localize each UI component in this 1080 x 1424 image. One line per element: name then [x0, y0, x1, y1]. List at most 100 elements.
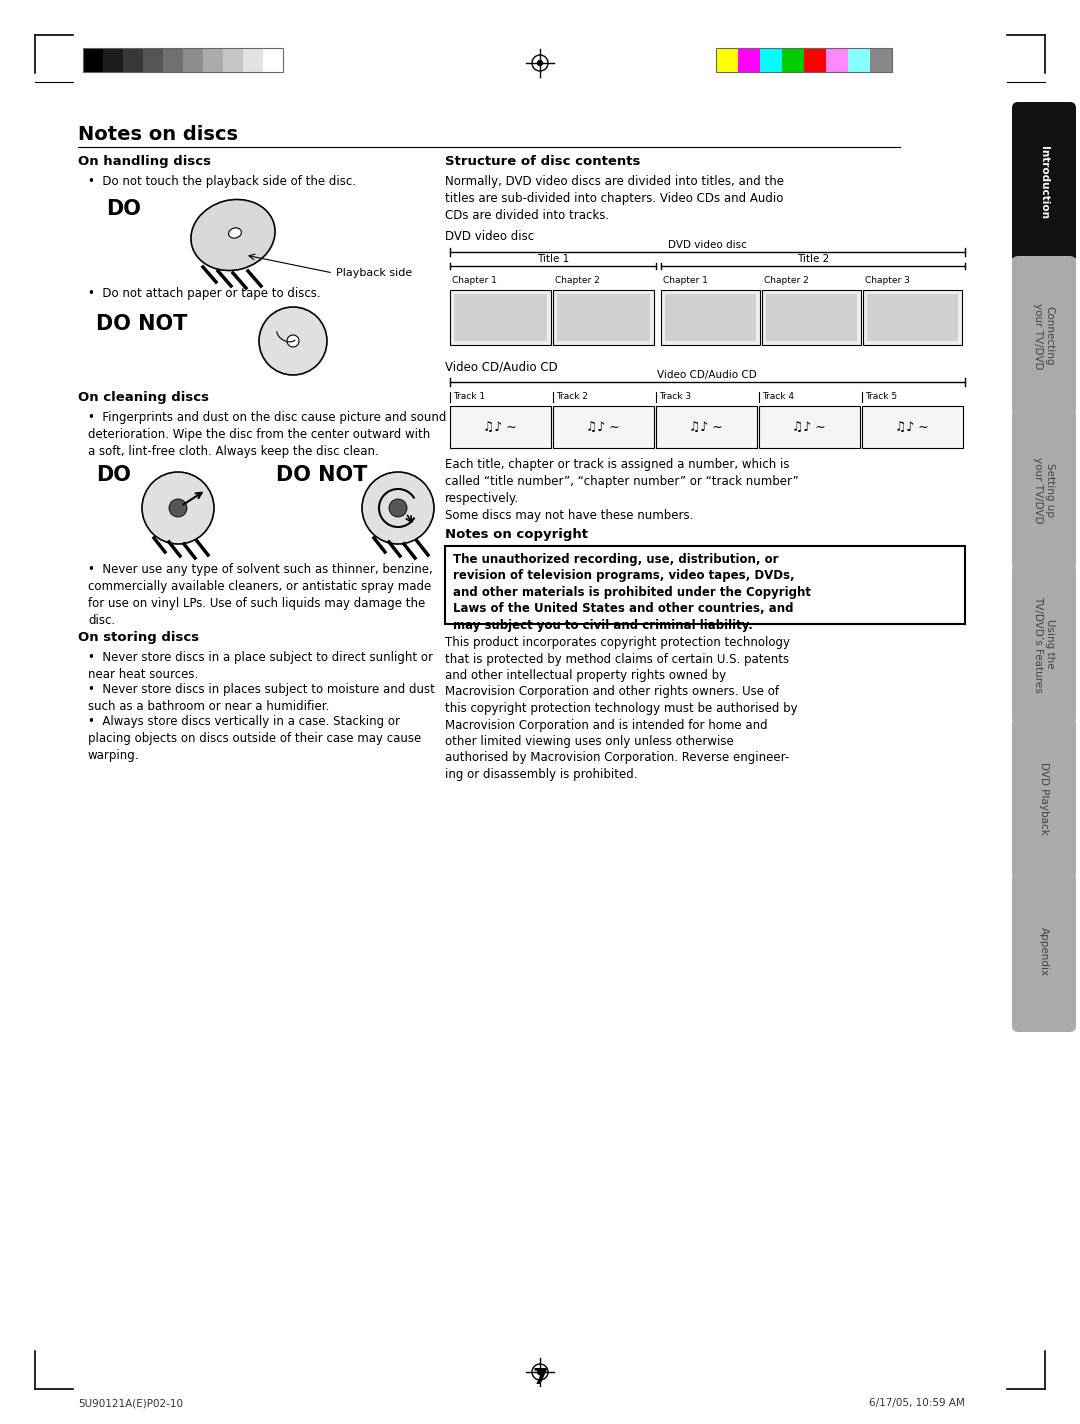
Bar	[454, 293, 546, 340]
Bar	[738, 48, 760, 73]
Text: On cleaning discs: On cleaning discs	[78, 392, 210, 404]
Circle shape	[172, 503, 184, 514]
Text: Each title, chapter or track is assigned a number, which is
called “title number: Each title, chapter or track is assigned…	[445, 459, 798, 523]
Text: •  Never store discs in places subject to moisture and dust
such as a bathroom o: • Never store discs in places subject to…	[87, 684, 435, 713]
Bar	[759, 406, 860, 449]
Text: •  Fingerprints and dust on the disc cause picture and sound
deterioration. Wipe: • Fingerprints and dust on the disc caus…	[87, 412, 446, 459]
Text: •  Never store discs in a place subject to direct sunlight or
near heat sources.: • Never store discs in a place subject t…	[87, 651, 433, 681]
Text: •  Never use any type of solvent such as thinner, benzine,
commercially availabl: • Never use any type of solvent such as …	[87, 562, 433, 627]
Text: •  Always store discs vertically in a case. Stacking or
placing objects on discs: • Always store discs vertically in a cas…	[87, 715, 421, 762]
FancyBboxPatch shape	[1012, 564, 1076, 723]
Bar	[123, 48, 143, 73]
Bar	[665, 293, 756, 340]
Text: Introduction: Introduction	[1039, 145, 1049, 218]
Bar	[804, 48, 826, 73]
FancyBboxPatch shape	[1012, 871, 1076, 1032]
Bar	[183, 48, 203, 73]
Text: 5U90121A(E)P02-10: 5U90121A(E)P02-10	[78, 1398, 183, 1408]
Circle shape	[287, 335, 299, 347]
Bar	[83, 48, 283, 73]
Text: Chapter 2: Chapter 2	[555, 276, 599, 285]
Text: On handling discs: On handling discs	[78, 155, 211, 168]
Text: Track 4: Track 4	[762, 392, 794, 402]
Bar	[766, 293, 858, 340]
Bar	[716, 48, 738, 73]
Bar	[83, 48, 103, 73]
Text: ♫♪ ∼: ♫♪ ∼	[895, 420, 929, 433]
Text: 6/17/05, 10:59 AM: 6/17/05, 10:59 AM	[869, 1398, 966, 1408]
Text: Track 3: Track 3	[659, 392, 691, 402]
Bar	[716, 48, 892, 73]
Text: ♫♪ ∼: ♫♪ ∼	[689, 420, 723, 433]
Text: ♫♪ ∼: ♫♪ ∼	[792, 420, 826, 433]
Bar	[203, 48, 222, 73]
FancyBboxPatch shape	[1012, 256, 1076, 416]
Text: Track 2: Track 2	[556, 392, 588, 402]
Bar	[760, 48, 782, 73]
Bar	[103, 48, 123, 73]
Circle shape	[168, 498, 187, 517]
Text: Notes on discs: Notes on discs	[78, 125, 238, 144]
Ellipse shape	[229, 228, 242, 238]
Text: Notes on copyright: Notes on copyright	[445, 528, 588, 541]
FancyBboxPatch shape	[1012, 718, 1076, 879]
Text: DVD Playback: DVD Playback	[1039, 762, 1049, 834]
Text: DO: DO	[96, 466, 131, 486]
Text: Setting up
your TV/DVD: Setting up your TV/DVD	[1034, 457, 1055, 523]
Text: Chapter 3: Chapter 3	[865, 276, 909, 285]
Bar	[222, 48, 243, 73]
Text: Using the
TV/DVD’s Features: Using the TV/DVD’s Features	[1034, 595, 1055, 692]
Bar	[661, 290, 760, 345]
Circle shape	[362, 471, 434, 544]
Circle shape	[538, 1370, 542, 1374]
Bar	[862, 406, 963, 449]
Text: DO NOT: DO NOT	[96, 315, 187, 335]
Bar	[867, 293, 958, 340]
Bar	[450, 406, 551, 449]
Bar	[553, 406, 654, 449]
Text: Title 2: Title 2	[797, 253, 829, 263]
Text: Video CD/Audio CD: Video CD/Audio CD	[445, 360, 557, 373]
Text: •  Do not attach paper or tape to discs.: • Do not attach paper or tape to discs.	[87, 288, 321, 300]
Bar	[243, 48, 264, 73]
Bar	[445, 545, 966, 624]
Text: Connecting
your TV/DVD: Connecting your TV/DVD	[1034, 303, 1055, 369]
Text: Chapter 2: Chapter 2	[764, 276, 809, 285]
Bar	[863, 290, 962, 345]
Ellipse shape	[191, 199, 275, 271]
Bar	[656, 406, 757, 449]
Bar	[557, 293, 650, 340]
Circle shape	[389, 498, 407, 517]
Text: Appendix: Appendix	[1039, 927, 1049, 977]
Bar	[762, 290, 861, 345]
Bar	[143, 48, 163, 73]
Text: 7: 7	[532, 1368, 548, 1388]
Bar	[870, 48, 892, 73]
Text: Track 5: Track 5	[865, 392, 897, 402]
Circle shape	[259, 308, 327, 375]
Bar	[848, 48, 870, 73]
Text: Structure of disc contents: Structure of disc contents	[445, 155, 640, 168]
Text: Chapter 1: Chapter 1	[453, 276, 497, 285]
Text: DVD video disc: DVD video disc	[667, 241, 746, 251]
Text: ♫♪ ∼: ♫♪ ∼	[586, 420, 620, 433]
Bar	[782, 48, 804, 73]
Text: •  Do not touch the playback side of the disc.: • Do not touch the playback side of the …	[87, 175, 356, 188]
Text: Normally, DVD video discs are divided into titles, and the
titles are sub-divide: Normally, DVD video discs are divided in…	[445, 175, 784, 222]
Bar	[450, 290, 551, 345]
FancyBboxPatch shape	[1012, 103, 1076, 262]
Text: Title 1: Title 1	[537, 253, 569, 263]
Text: Playback side: Playback side	[336, 268, 413, 278]
Text: DO NOT: DO NOT	[276, 466, 367, 486]
Text: This product incorporates copyright protection technology
that is protected by m: This product incorporates copyright prot…	[445, 637, 798, 780]
Circle shape	[538, 60, 542, 66]
Text: The unauthorized recording, use, distribution, or
revision of television program: The unauthorized recording, use, distrib…	[453, 553, 811, 632]
FancyBboxPatch shape	[1012, 410, 1076, 570]
Circle shape	[392, 503, 404, 514]
Text: On storing discs: On storing discs	[78, 631, 199, 644]
Bar	[826, 48, 848, 73]
Text: DVD video disc: DVD video disc	[445, 231, 535, 244]
Text: Track 1: Track 1	[453, 392, 485, 402]
Bar	[264, 48, 283, 73]
Circle shape	[141, 471, 214, 544]
